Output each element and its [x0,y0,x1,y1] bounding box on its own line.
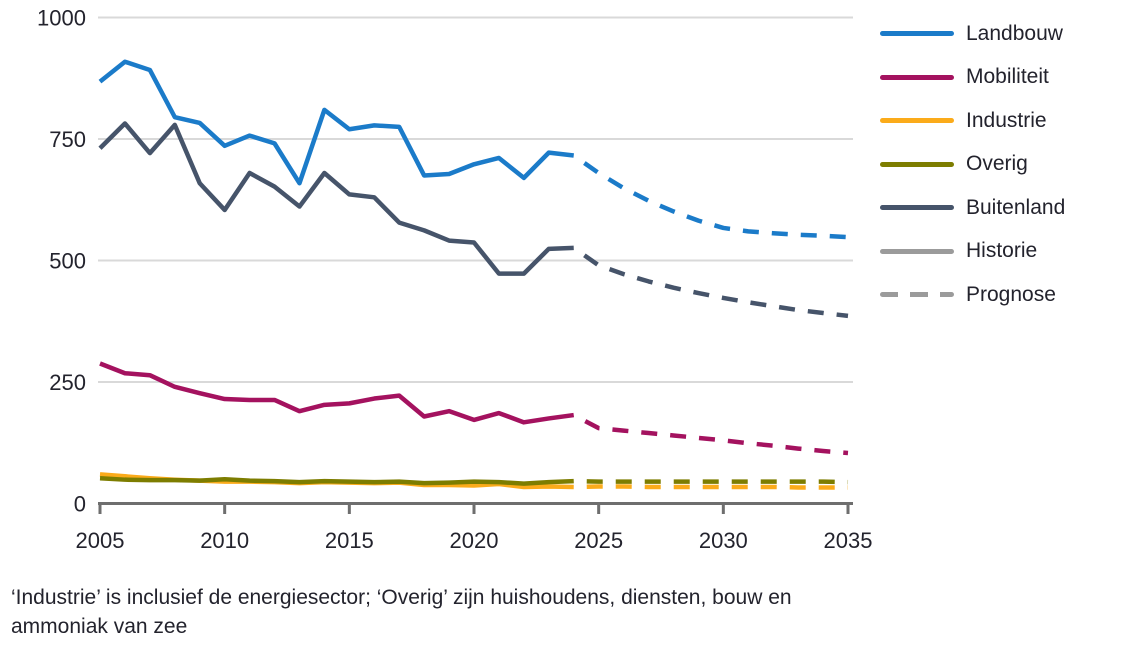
legend-item-prognose: Prognose [880,273,1065,317]
legend-label-overig: Overig [966,152,1028,176]
y-tick-label-1000: 1000 [37,6,86,31]
footnote-line-2: ammoniak van zee [11,615,188,638]
x-tick-label-2035: 2035 [824,528,873,553]
y-tick-label-250: 250 [49,370,86,395]
legend-item-buitenland: Buitenland [880,186,1065,230]
legend-swatch-landbouw [880,31,954,37]
legend-label-mobiliteit: Mobiliteit [966,65,1049,89]
legend-swatch-buitenland [880,205,954,211]
series-line-mobiliteit-historie [99,361,575,425]
series-line-buitenland-historie [98,121,574,276]
series-line-industrie-prognose [573,484,848,490]
series-line-overig-historie [99,475,574,486]
y-tick-label-0: 0 [74,492,86,517]
legend-item-landbouw: Landbouw [880,12,1065,56]
legend-label-landbouw: Landbouw [966,21,1063,45]
series-line-mobiliteit-prognose [572,413,849,456]
y-tick-label-750: 750 [49,127,86,152]
legend-label-historie: Historie [966,239,1038,263]
series-line-overig-prognose [573,478,849,485]
legend-swatch-historie [880,248,954,254]
chart-legend: Landbouw Mobiliteit Industrie Overig Bui… [880,12,1065,317]
legend-swatch-prognose [880,292,954,298]
legend-swatch-mobiliteit [880,74,954,80]
legend-item-mobiliteit: Mobiliteit [880,56,1065,100]
x-tick-label-2020: 2020 [450,528,499,553]
series-line-buitenland-prognose [572,246,849,319]
legend-item-industrie: Industrie [880,99,1065,143]
series-line-landbouw-historie [98,59,574,186]
legend-item-overig: Overig [880,143,1065,187]
legend-label-prognose: Prognose [966,282,1056,306]
x-tick-label-2015: 2015 [325,528,374,553]
x-tick-label-2025: 2025 [574,528,623,553]
legend-label-industrie: Industrie [966,108,1047,132]
chart-footnote: ‘Industrie’ is inclusief de energiesecto… [11,583,792,641]
legend-swatch-industrie [880,118,954,124]
emissions-line-chart: 0 250 500 750 1000 2005 2010 2015 2020 2025 2030 20… [37,6,873,554]
legend-label-buitenland: Buitenland [966,195,1066,219]
footnote-line-1: ‘Industrie’ is inclusief de energiesecto… [11,586,792,609]
series-line-landbouw-prognose [572,153,849,240]
x-tick-label-2005: 2005 [76,528,125,553]
x-tick-label-2010: 2010 [200,528,249,553]
legend-item-historie: Historie [880,230,1065,274]
x-tick-label-2030: 2030 [699,528,748,553]
legend-swatch-overig [880,161,954,167]
y-tick-label-500: 500 [49,249,86,274]
